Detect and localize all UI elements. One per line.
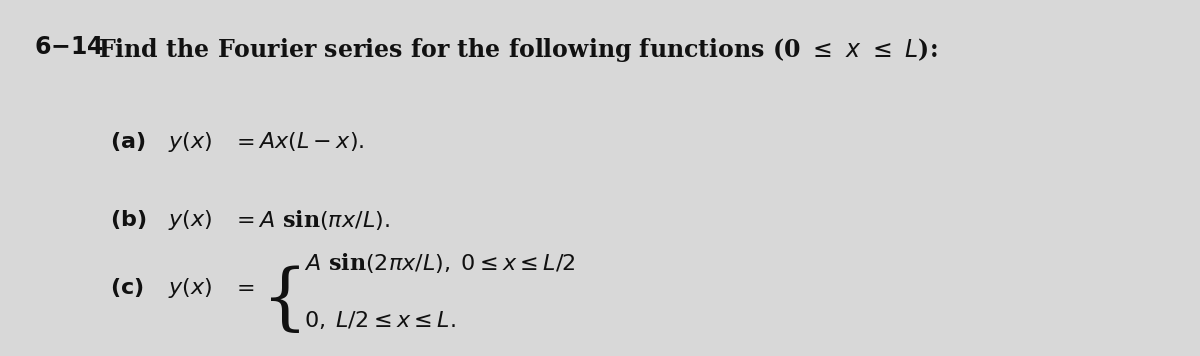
Text: $=$: $=$: [232, 276, 254, 298]
Text: $\mathbf{(c)}$: $\mathbf{(c)}$: [110, 276, 144, 299]
Text: $y(x)$: $y(x)$: [168, 130, 212, 154]
Text: Find the Fourier series for the following functions (0 $\leq$ $x$ $\leq$ $L$):: Find the Fourier series for the followin…: [98, 36, 938, 64]
Text: $0,\;L/2 \leq x \leq L.$: $0,\;L/2 \leq x \leq L.$: [304, 310, 455, 332]
Text: $=$: $=$: [232, 130, 254, 152]
Text: $A$ sin$(2\pi x/L),\;0 \leq x \leq L/2$: $A$ sin$(2\pi x/L),\;0 \leq x \leq L/2$: [304, 251, 575, 275]
Text: $=$: $=$: [232, 208, 254, 230]
Text: $\bf{6}$$\bf{-}$$\bf{14}$: $\bf{6}$$\bf{-}$$\bf{14}$: [34, 36, 103, 59]
Text: $A$ sin$(\pi x/L).$: $A$ sin$(\pi x/L).$: [258, 208, 390, 232]
Text: {: {: [262, 265, 307, 336]
Text: $y(x)$: $y(x)$: [168, 208, 212, 232]
Text: $\mathbf{(a)}$: $\mathbf{(a)}$: [110, 130, 146, 153]
Text: $Ax(L - x).$: $Ax(L - x).$: [258, 130, 365, 153]
Text: $y(x)$: $y(x)$: [168, 276, 212, 300]
Text: $\mathbf{(b)}$: $\mathbf{(b)}$: [110, 208, 146, 231]
